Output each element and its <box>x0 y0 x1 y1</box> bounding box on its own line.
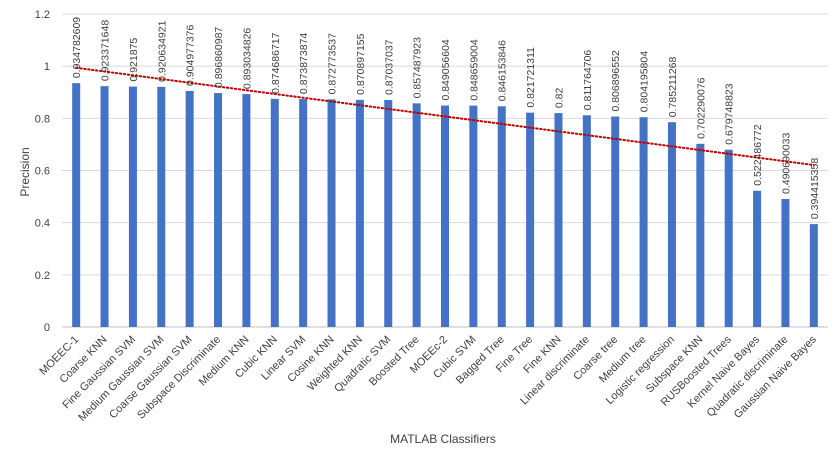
data-label: 0.849056604 <box>440 39 452 100</box>
bar <box>441 105 449 327</box>
bar <box>299 99 308 327</box>
data-label: 0.904977376 <box>185 24 197 85</box>
bar <box>185 90 194 327</box>
bars <box>72 83 818 328</box>
bar <box>469 105 478 327</box>
data-label: 0.821721311 <box>525 47 537 108</box>
trendline <box>75 66 815 167</box>
y-tick-label: 0.6 <box>35 166 50 178</box>
bar <box>355 99 364 327</box>
bar <box>582 115 591 327</box>
bar <box>242 94 251 328</box>
data-label: 0.896860987 <box>213 27 225 88</box>
data-label: 0.82 <box>553 88 565 109</box>
y-tick-label: 1.2 <box>35 9 50 21</box>
bar <box>384 99 393 327</box>
data-label: 0.394415358 <box>809 158 821 219</box>
bar <box>270 98 279 328</box>
data-label: 0.806896552 <box>610 50 622 111</box>
data-label: 0.920634921 <box>156 20 168 81</box>
y-axis-title: Precision <box>18 147 32 196</box>
data-label: 0.87037037 <box>383 39 395 95</box>
bar <box>554 113 563 327</box>
y-tick-label: 0 <box>44 322 50 334</box>
data-label: 0.804195804 <box>639 51 651 112</box>
data-label: 0.874686717 <box>270 32 282 93</box>
bar <box>157 86 166 327</box>
bar <box>100 86 109 327</box>
y-tick-label: 1 <box>44 61 50 73</box>
y-axis-ticks: 0 0.2 0.4 0.6 0.8 1 1.2 <box>35 9 50 334</box>
bar <box>497 106 506 328</box>
bar <box>781 199 790 327</box>
data-label: 0.873873874 <box>298 33 310 94</box>
bar <box>724 149 733 327</box>
bar <box>526 112 535 327</box>
data-label: 0.848659004 <box>468 39 480 100</box>
bar <box>753 190 762 327</box>
data-labels: 0.934782609 0.923371648 0.921875 0.92063492… <box>71 17 821 219</box>
bar <box>327 99 336 328</box>
y-tick-label: 0.2 <box>35 270 50 282</box>
data-label: 0.490690033 <box>780 133 792 194</box>
data-label: 0.921875 <box>128 38 140 82</box>
x-axis-title: MATLAB Classifiers <box>390 432 496 446</box>
data-label: 0.785211268 <box>667 56 679 117</box>
data-label: 0.870897155 <box>355 33 367 94</box>
bar <box>639 117 648 328</box>
data-label: 0.522486772 <box>752 124 764 185</box>
y-tick-label: 0.8 <box>35 113 50 125</box>
data-label: 0.679748823 <box>724 83 736 144</box>
data-label: 0.702290076 <box>695 77 707 138</box>
bar <box>667 122 676 327</box>
data-label: 0.811764706 <box>582 50 594 111</box>
bar <box>611 116 620 327</box>
bar <box>128 86 137 327</box>
data-label: 0.893034826 <box>241 28 253 89</box>
data-label: 0.846153846 <box>497 40 509 101</box>
bar <box>809 224 818 327</box>
data-label: 0.934782609 <box>71 17 83 78</box>
data-label: 0.872773537 <box>327 33 339 94</box>
data-label: 0.857487923 <box>412 37 424 98</box>
bar <box>72 83 81 327</box>
bar <box>412 103 421 328</box>
data-label: 0.923371648 <box>100 20 112 81</box>
bar <box>214 93 223 327</box>
bar <box>696 143 705 327</box>
y-tick-label: 0.4 <box>35 218 50 230</box>
